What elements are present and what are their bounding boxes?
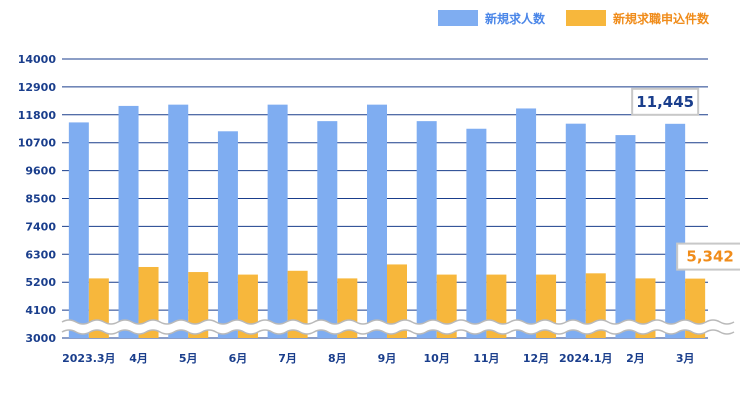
bar-new-job-openings: [416, 121, 437, 339]
x-tick-label: 8月: [328, 352, 347, 365]
y-tick-label: 5200: [25, 276, 56, 289]
legend-label-new-job-applications: 新規求職申込件数: [613, 11, 710, 26]
y-tick-label: 8500: [25, 193, 56, 206]
bar-new-job-openings: [168, 104, 189, 339]
x-tick-label: 10月: [424, 352, 450, 365]
bar-new-job-openings: [516, 108, 537, 338]
bar-new-job-openings: [317, 121, 338, 339]
legend-swatch-new-job-openings: [438, 10, 478, 26]
x-tick-label: 6月: [229, 352, 248, 365]
bar-new-job-openings: [615, 135, 636, 338]
bar-new-job-openings: [466, 128, 487, 338]
axis-break-line: [61, 329, 735, 335]
y-tick-label: 12900: [18, 81, 57, 94]
x-axis-ticks: 2023.3月 4月 5月 6月 7月 8月 9月 10月 11月 12月 2024.1月 2月 3月: [62, 352, 694, 365]
y-tick-label: 14000: [18, 53, 57, 66]
x-tick-label: 2023.3月: [62, 352, 115, 365]
x-tick-label: 7月: [278, 352, 297, 365]
bar-new-job-openings: [367, 104, 387, 339]
callouts: 11,445 5,342: [631, 87, 740, 271]
legend-label-new-job-openings: 新規求人数: [485, 11, 546, 26]
x-tick-label: 2024.1月: [559, 352, 612, 365]
callout-label: 5,342: [686, 248, 733, 266]
x-tick-label: 2月: [626, 352, 645, 365]
bars: [68, 104, 706, 339]
y-tick-label: 6300: [25, 248, 56, 261]
bar-new-job-openings: [565, 123, 586, 338]
y-tick-label: 7400: [25, 220, 56, 233]
x-tick-label: 9月: [378, 352, 397, 365]
y-tick-label: 10700: [18, 137, 57, 150]
axis-break-band: [62, 320, 734, 334]
x-tick-label: 5月: [179, 352, 198, 365]
bar-new-job-openings: [118, 105, 139, 338]
bar-new-job-openings: [68, 122, 89, 338]
legend-swatch-new-job-applications: [566, 10, 606, 26]
bar-new-job-openings: [267, 104, 288, 339]
y-tick-label: 11800: [18, 109, 57, 122]
y-tick-label: 4100: [25, 304, 56, 317]
bar-new-job-openings: [665, 123, 686, 338]
callout-label: 11,445: [636, 93, 694, 111]
x-tick-label: 3月: [676, 352, 695, 365]
axis-break: [61, 319, 735, 335]
x-tick-label: 12月: [523, 352, 549, 365]
y-tick-label: 3000: [25, 332, 56, 345]
legend: 新規求人数 新規求職申込件数: [438, 10, 710, 26]
x-tick-label: 4月: [129, 352, 148, 365]
callout-box: [631, 87, 700, 116]
bar-new-job-openings: [217, 131, 238, 338]
callout-box: [676, 242, 740, 271]
axis-break-line: [61, 319, 735, 325]
y-tick-label: 9600: [25, 165, 56, 178]
y-axis-ticks: 14000 12900 11800 10700 9600 8500 7400 6300 5200…: [18, 53, 57, 345]
x-tick-label: 11月: [473, 352, 499, 365]
